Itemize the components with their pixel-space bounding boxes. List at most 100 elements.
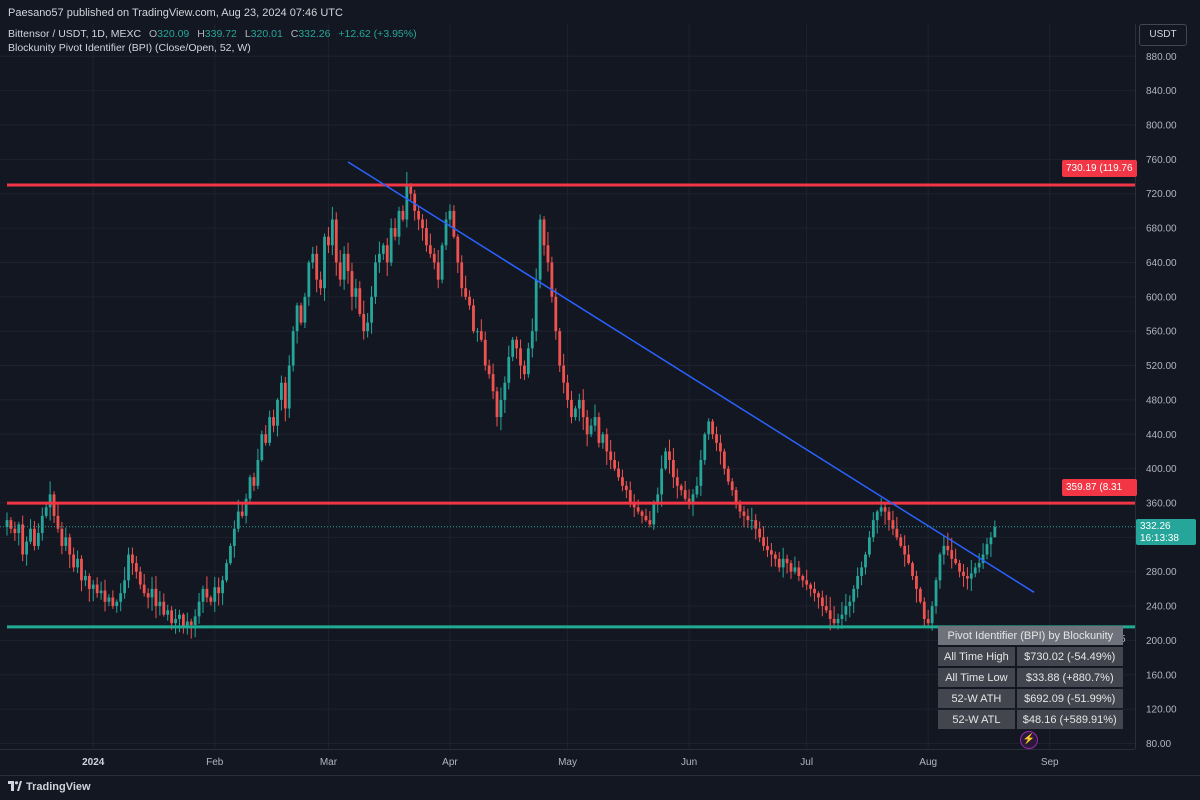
candle-body: [930, 606, 934, 624]
x-tick-label: Sep: [1040, 757, 1059, 768]
y-tick-label: 280.00: [1146, 567, 1177, 578]
candle-body: [801, 575, 805, 581]
candle-body: [303, 296, 307, 323]
candle-body: [370, 296, 373, 323]
candle-body: [648, 520, 652, 525]
publisher-text: Paesano57 published on TradingView.com, …: [8, 7, 343, 19]
candle-body: [393, 228, 397, 237]
candle-body: [311, 253, 315, 263]
candle-body: [644, 515, 648, 521]
candle-body: [25, 541, 28, 555]
candle-body: [436, 262, 440, 280]
candle-body: [840, 614, 844, 619]
candle-body: [127, 554, 130, 581]
candle-body: [750, 520, 754, 522]
candle-body: [871, 520, 875, 538]
time-axis[interactable]: 2024 Feb Mar Apr May Jun Jul Aug Sep: [0, 749, 1135, 776]
bpi-table-title: Pivot Identifier (BPI) by Blockunity: [938, 626, 1123, 645]
candle-body: [17, 524, 21, 534]
candle-body: [378, 253, 381, 263]
bpi-table: Pivot Identifier (BPI) by Blockunity All…: [936, 624, 1125, 731]
candle-body: [487, 365, 491, 375]
candle-body: [111, 597, 115, 607]
candle-body: [864, 554, 867, 568]
symbol-legend[interactable]: Bittensor / USDT, 1D, MEXC O320.09 H339.…: [8, 28, 417, 40]
candle-body: [726, 468, 730, 482]
trendline[interactable]: [347, 161, 1035, 593]
candle-body: [444, 219, 448, 246]
candle-body: [405, 185, 409, 220]
candle-body: [922, 601, 926, 619]
row-value: $33.88 (+880.7%): [1016, 668, 1123, 687]
candle-body: [327, 236, 330, 246]
high-label: H: [197, 28, 205, 40]
candle-body: [875, 511, 879, 521]
x-tick-label: Apr: [442, 757, 458, 768]
candle-body: [295, 305, 299, 332]
candle-body: [460, 262, 464, 289]
chart-area[interactable]: 215.75: [0, 24, 1135, 749]
candle-body: [585, 417, 589, 435]
y-tick-label: 440.00: [1146, 430, 1177, 441]
candle-body: [256, 460, 260, 486]
candlestick-chart[interactable]: 215.75: [0, 24, 1135, 749]
y-tick-label: 120.00: [1146, 705, 1177, 716]
candle-body: [350, 271, 354, 297]
candle-body: [397, 210, 401, 237]
brand-name: TradingView: [26, 781, 91, 793]
candle-body: [323, 236, 326, 289]
x-tick-label: Feb: [206, 757, 224, 768]
candle-body: [56, 515, 60, 529]
candle-body: [511, 339, 515, 357]
candle-body: [166, 610, 170, 615]
candle-body: [781, 558, 785, 568]
candle-body: [307, 262, 311, 297]
candle-body: [72, 554, 76, 568]
candle-body: [138, 571, 142, 585]
candle-body: [581, 399, 585, 418]
candle-body: [362, 314, 366, 332]
candle-body: [244, 498, 248, 516]
candle-body: [903, 545, 907, 555]
candle-body: [672, 460, 675, 478]
row-value: $692.09 (-51.99%): [1016, 689, 1123, 708]
candle-body: [562, 365, 566, 383]
tradingview-logo[interactable]: TradingView: [8, 780, 91, 793]
candle-body: [185, 621, 189, 628]
candle-body: [946, 545, 950, 551]
price-axis[interactable]: 80.00120.00160.00200.00240.00280.00320.0…: [1135, 24, 1200, 750]
candle-body: [942, 545, 946, 555]
candle-body: [33, 528, 36, 546]
candle-body: [476, 331, 479, 333]
candle-body: [495, 391, 499, 418]
candle-body: [777, 558, 781, 568]
candle-body: [891, 520, 895, 529]
candle-body: [844, 606, 848, 615]
lightning-icon[interactable]: ⚡: [1020, 731, 1038, 749]
candle-body: [542, 219, 546, 246]
candle-body: [550, 262, 554, 297]
open-label: O: [148, 28, 158, 40]
candle-body: [428, 245, 432, 254]
candle-body: [154, 588, 158, 607]
y-tick-label: 720.00: [1146, 189, 1177, 200]
candle-body: [809, 584, 812, 589]
candle-body: [977, 563, 981, 568]
currency-selector[interactable]: USDT: [1139, 24, 1187, 46]
candle-body: [895, 528, 899, 538]
candle-body: [675, 477, 679, 486]
candle-body: [319, 279, 322, 289]
close-value: 332.26: [298, 28, 331, 40]
indicator-legend[interactable]: Blockunity Pivot Identifier (BPI) (Close…: [8, 42, 251, 54]
y-tick-label: 800.00: [1146, 121, 1177, 132]
resistance-high-tag: 730.19 (119.76: [1062, 160, 1137, 177]
row-value: $48.16 (+589.91%): [1016, 710, 1123, 729]
candle-body: [828, 610, 832, 619]
price-axis-labels: 80.00120.00160.00200.00240.00280.00320.0…: [1146, 52, 1177, 750]
candle-body: [40, 515, 44, 534]
candle-body: [577, 399, 581, 409]
candle-body: [703, 434, 707, 461]
y-tick-label: 640.00: [1146, 258, 1177, 269]
candle-body: [805, 580, 809, 585]
y-tick-label: 600.00: [1146, 292, 1177, 303]
